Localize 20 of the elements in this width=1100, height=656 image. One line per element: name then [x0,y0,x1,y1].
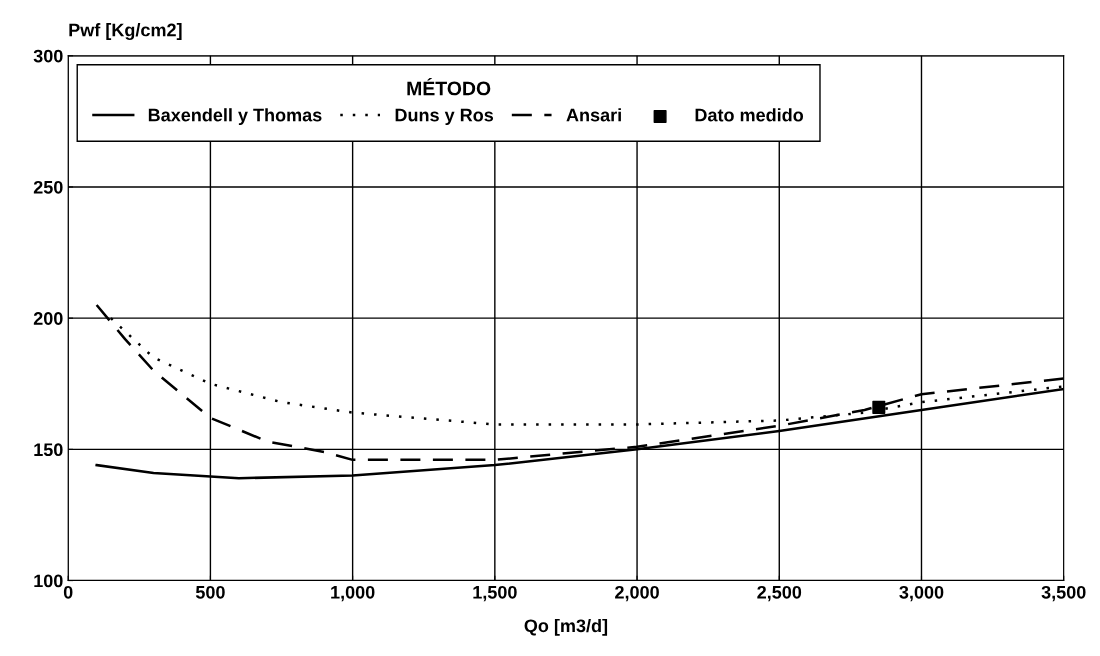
x-tick-label: 500 [195,585,225,599]
legend-label: Baxendell y Thomas [148,108,322,126]
x-tick-label: 3,000 [899,585,944,602]
legend-label: Duns y Ros [395,108,494,126]
x-tick-label: 3,500 [1041,585,1086,602]
y-tick-label: 200 [33,312,63,325]
x-axis-title: Qo [m3/d] [524,618,608,636]
y-tick-label: 300 [33,49,63,63]
y-tick-label: 250 [33,180,63,194]
x-tick-label: 0 [63,585,73,599]
x-tick-label: 2,000 [615,585,659,602]
y-tick-label: 100 [34,574,63,588]
x-tick-label: 2,500 [757,585,802,602]
x-tick-label: 1,000 [331,585,375,602]
legend-title: MÉTODO [407,77,491,96]
y-tick-label: 150 [34,443,63,457]
legend-label: Dato medido [695,108,804,122]
legend-label: Ansari [566,108,621,122]
y-axis-title: Pwf [Kg/cm2] [69,23,182,41]
x-tick-label: 1,500 [473,585,517,602]
